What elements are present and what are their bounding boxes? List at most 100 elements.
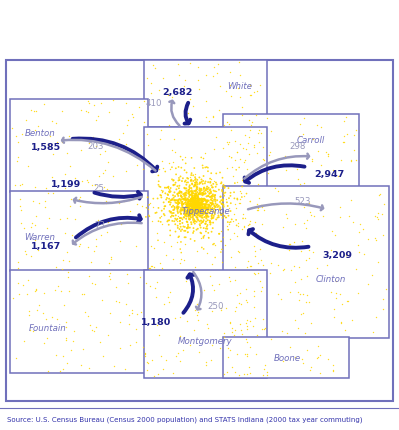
Point (160, 164, 166, 171)
Point (278, 295, 284, 302)
Point (375, 259, 381, 266)
Point (117, 344, 124, 351)
Point (198, 207, 205, 214)
Point (166, 208, 173, 215)
Point (186, 205, 192, 212)
Point (192, 190, 199, 197)
Point (266, 151, 273, 158)
Point (203, 204, 210, 211)
Point (148, 262, 154, 269)
Point (221, 203, 227, 210)
Point (170, 203, 176, 209)
Point (18, 180, 25, 187)
Point (210, 63, 217, 70)
Point (141, 97, 148, 104)
Point (243, 319, 249, 326)
Point (24, 291, 30, 298)
Point (154, 195, 161, 202)
Point (210, 215, 217, 221)
Point (196, 212, 202, 218)
Point (190, 195, 197, 202)
Point (191, 205, 198, 212)
Point (194, 195, 201, 202)
Point (234, 149, 240, 156)
Point (101, 166, 108, 173)
Point (209, 114, 216, 120)
Point (217, 206, 223, 213)
Point (21, 224, 27, 231)
Point (65, 257, 72, 264)
Point (192, 212, 198, 219)
Point (188, 206, 195, 212)
Point (191, 197, 198, 204)
Point (158, 218, 164, 225)
Point (314, 121, 320, 128)
Point (192, 201, 199, 208)
Point (201, 203, 207, 210)
Point (193, 204, 200, 211)
Point (196, 200, 203, 207)
Point (292, 316, 299, 323)
Point (193, 201, 199, 208)
Point (187, 174, 193, 181)
Point (193, 201, 199, 208)
Point (190, 198, 196, 205)
Point (192, 201, 198, 208)
Point (196, 174, 203, 181)
Point (194, 207, 200, 214)
Point (143, 213, 149, 220)
Point (375, 210, 381, 217)
Point (205, 188, 211, 195)
Point (180, 83, 187, 89)
Point (76, 203, 83, 210)
Point (143, 280, 149, 286)
Point (232, 137, 238, 144)
Point (241, 370, 247, 377)
Point (212, 198, 219, 205)
Point (157, 184, 164, 190)
Point (172, 197, 178, 203)
Point (343, 114, 349, 121)
Point (185, 199, 192, 206)
Point (182, 196, 189, 203)
Point (201, 205, 207, 212)
Point (261, 362, 268, 369)
Point (216, 186, 222, 193)
Point (219, 182, 225, 189)
Point (173, 171, 179, 178)
Point (164, 194, 170, 201)
Point (246, 117, 252, 123)
Point (201, 210, 208, 217)
Point (185, 190, 192, 197)
Point (187, 208, 194, 215)
Point (299, 356, 305, 363)
Point (322, 148, 329, 155)
Point (197, 199, 203, 206)
Point (184, 208, 190, 215)
Point (302, 257, 309, 264)
Point (221, 190, 227, 197)
Point (197, 212, 203, 219)
Point (182, 208, 189, 215)
Point (200, 178, 206, 184)
Point (187, 95, 193, 102)
Point (204, 198, 210, 205)
Point (172, 205, 178, 212)
Point (223, 138, 230, 145)
Point (152, 285, 158, 292)
Point (337, 214, 344, 221)
Point (217, 83, 223, 89)
Point (201, 184, 207, 191)
Point (243, 338, 250, 345)
Point (41, 100, 47, 107)
Point (182, 154, 188, 160)
Point (96, 172, 102, 179)
Point (295, 175, 301, 182)
Point (71, 327, 77, 334)
Point (182, 241, 189, 248)
Point (196, 206, 202, 212)
Point (67, 202, 73, 209)
Point (185, 175, 191, 182)
Point (124, 279, 131, 286)
Point (192, 197, 199, 204)
